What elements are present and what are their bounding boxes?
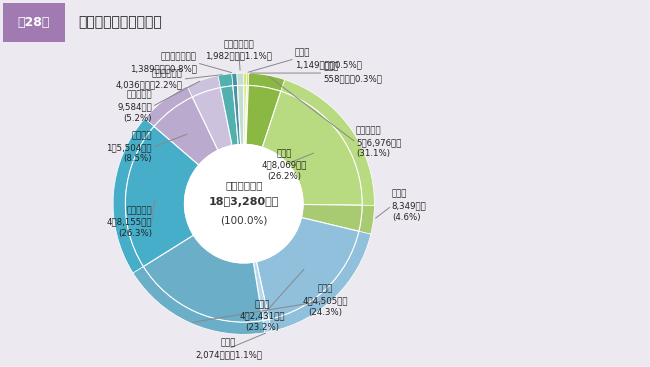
Wedge shape bbox=[237, 85, 244, 145]
Text: 事業税
4兆4,505億円
(24.3%): 事業税 4兆4,505億円 (24.3%) bbox=[303, 285, 348, 317]
Wedge shape bbox=[359, 205, 374, 234]
Wedge shape bbox=[269, 231, 370, 331]
Wedge shape bbox=[302, 204, 362, 231]
Text: 個人分
4兆8,069億円
(26.2%): 個人分 4兆8,069億円 (26.2%) bbox=[262, 149, 307, 181]
Wedge shape bbox=[246, 86, 281, 148]
Wedge shape bbox=[244, 85, 246, 145]
Text: 自動車取得税
1,982億円（1.1%）: 自動車取得税 1,982億円（1.1%） bbox=[205, 40, 272, 61]
Wedge shape bbox=[256, 218, 359, 319]
Text: 自動車税
1兆5,504億円
(8.5%): 自動車税 1兆5,504億円 (8.5%) bbox=[107, 132, 152, 163]
Text: (100.0%): (100.0%) bbox=[220, 215, 267, 225]
Wedge shape bbox=[220, 86, 239, 146]
Circle shape bbox=[185, 145, 303, 263]
Wedge shape bbox=[125, 126, 199, 266]
Text: その他
1,149億円（0.5%）: その他 1,149億円（0.5%） bbox=[295, 48, 361, 69]
Wedge shape bbox=[218, 73, 233, 88]
Wedge shape bbox=[248, 73, 285, 91]
Text: 道府県税総額: 道府県税総額 bbox=[225, 180, 263, 190]
Text: 地方消費税
4兆8,155億円
(26.3%): 地方消費税 4兆8,155億円 (26.3%) bbox=[107, 206, 152, 238]
Wedge shape bbox=[246, 73, 249, 86]
Wedge shape bbox=[281, 80, 374, 206]
Wedge shape bbox=[113, 119, 154, 273]
Text: 軽油引取税
9,584億円
(5.2%): 軽油引取税 9,584億円 (5.2%) bbox=[117, 91, 152, 123]
Wedge shape bbox=[144, 235, 263, 322]
Wedge shape bbox=[133, 266, 265, 334]
Text: 利子割
558億円（0.3%）: 利子割 558億円（0.3%） bbox=[323, 63, 382, 83]
Wedge shape bbox=[192, 88, 232, 150]
Wedge shape bbox=[245, 85, 248, 145]
Wedge shape bbox=[263, 319, 272, 333]
Wedge shape bbox=[233, 86, 240, 145]
Text: 18兆3,280億円: 18兆3,280億円 bbox=[209, 197, 279, 207]
Wedge shape bbox=[263, 91, 362, 205]
Text: 個人分
2,074億円（1.1%）: 個人分 2,074億円（1.1%） bbox=[195, 338, 262, 359]
Wedge shape bbox=[154, 97, 218, 165]
Wedge shape bbox=[145, 86, 192, 126]
Wedge shape bbox=[232, 73, 237, 86]
Text: 法人分
8,349億円
(4.6%): 法人分 8,349億円 (4.6%) bbox=[392, 190, 426, 222]
Text: 道府県たばこ税
1,389億円（0.8%）: 道府県たばこ税 1,389億円（0.8%） bbox=[130, 52, 197, 73]
Text: 道府県税収入額の状況: 道府県税収入額の状況 bbox=[78, 15, 162, 29]
Text: 道府県民税
5兆6,976億円
(31.1%): 道府県民税 5兆6,976億円 (31.1%) bbox=[356, 127, 402, 159]
Text: 不動産取得税
4,036億円（2.2%）: 不動産取得税 4,036億円（2.2%） bbox=[116, 69, 183, 90]
Wedge shape bbox=[237, 73, 244, 86]
Text: 第28図: 第28図 bbox=[18, 15, 50, 29]
FancyBboxPatch shape bbox=[3, 3, 65, 42]
Wedge shape bbox=[187, 76, 220, 97]
Text: 法人分
4兆2,431億円
(23.2%): 法人分 4兆2,431億円 (23.2%) bbox=[239, 300, 285, 332]
Wedge shape bbox=[254, 262, 269, 320]
Wedge shape bbox=[244, 73, 247, 85]
